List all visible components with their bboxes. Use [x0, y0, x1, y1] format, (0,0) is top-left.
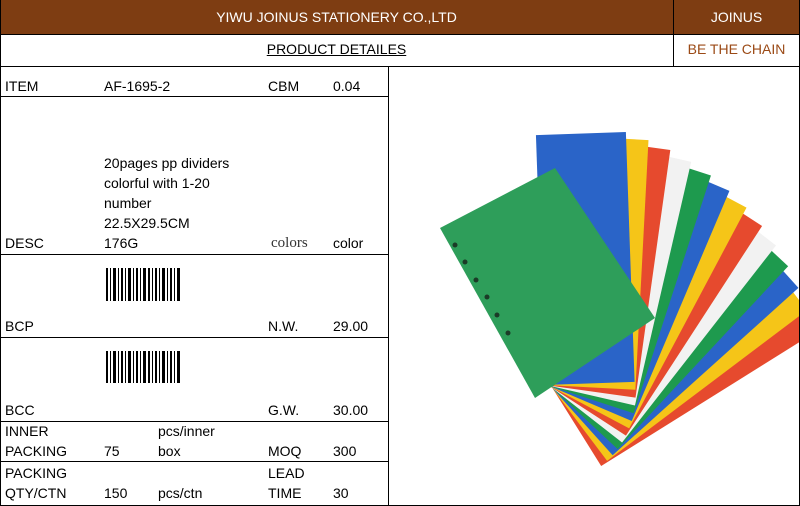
label: TIME	[268, 485, 302, 501]
label: PACKING	[5, 443, 67, 459]
barcode	[106, 268, 180, 301]
value: color	[333, 235, 364, 251]
company: YIWU JOINUS STATIONERY CO.,LTD	[216, 9, 457, 25]
desc-line: 22.5X29.5CM	[104, 215, 190, 231]
rule	[0, 254, 388, 255]
rule	[388, 66, 389, 506]
value: 30	[333, 485, 349, 501]
value: 29.00	[333, 318, 369, 334]
desc-line: 20pages pp dividers	[104, 155, 230, 171]
barcode	[106, 351, 180, 383]
rule	[0, 0, 1, 506]
slogan: BE THE CHAIN	[687, 41, 786, 57]
label: QTY/CTN	[5, 485, 67, 501]
rule	[0, 461, 388, 462]
label: MOQ	[268, 443, 302, 459]
label: LEAD	[268, 465, 305, 481]
unit: box	[158, 443, 181, 459]
rule	[0, 96, 388, 97]
value: 75	[104, 443, 120, 459]
rule	[0, 34, 800, 35]
label: PACKING	[5, 465, 67, 481]
label: CBM	[268, 78, 300, 94]
rule	[0, 66, 800, 67]
unit: pcs/ctn	[158, 485, 203, 501]
value: 150	[104, 485, 128, 501]
value: AF-1695-2	[104, 78, 171, 94]
value: 0.04	[333, 78, 361, 94]
label: ITEM	[5, 78, 39, 94]
label: BCC	[5, 402, 35, 418]
desc-line: colorful with 1-20	[104, 175, 210, 191]
sheet-title: PRODUCT DETAILES	[266, 41, 407, 57]
label: N.W.	[268, 318, 299, 334]
brand: JOINUS	[710, 9, 763, 25]
product-photo	[440, 132, 799, 467]
rule	[0, 337, 388, 338]
label: BCP	[5, 318, 34, 334]
rule	[0, 421, 388, 422]
label: colors	[271, 235, 308, 251]
unit: pcs/inner	[158, 423, 215, 439]
value: 30.00	[333, 402, 369, 418]
label: DESC	[5, 235, 44, 251]
desc-line: number	[104, 195, 152, 211]
desc-line: 176G	[104, 235, 139, 251]
label: G.W.	[268, 402, 300, 418]
rule	[673, 0, 674, 66]
header-bar	[0, 0, 800, 34]
label: INNER	[5, 423, 49, 439]
value: 300	[333, 443, 357, 459]
